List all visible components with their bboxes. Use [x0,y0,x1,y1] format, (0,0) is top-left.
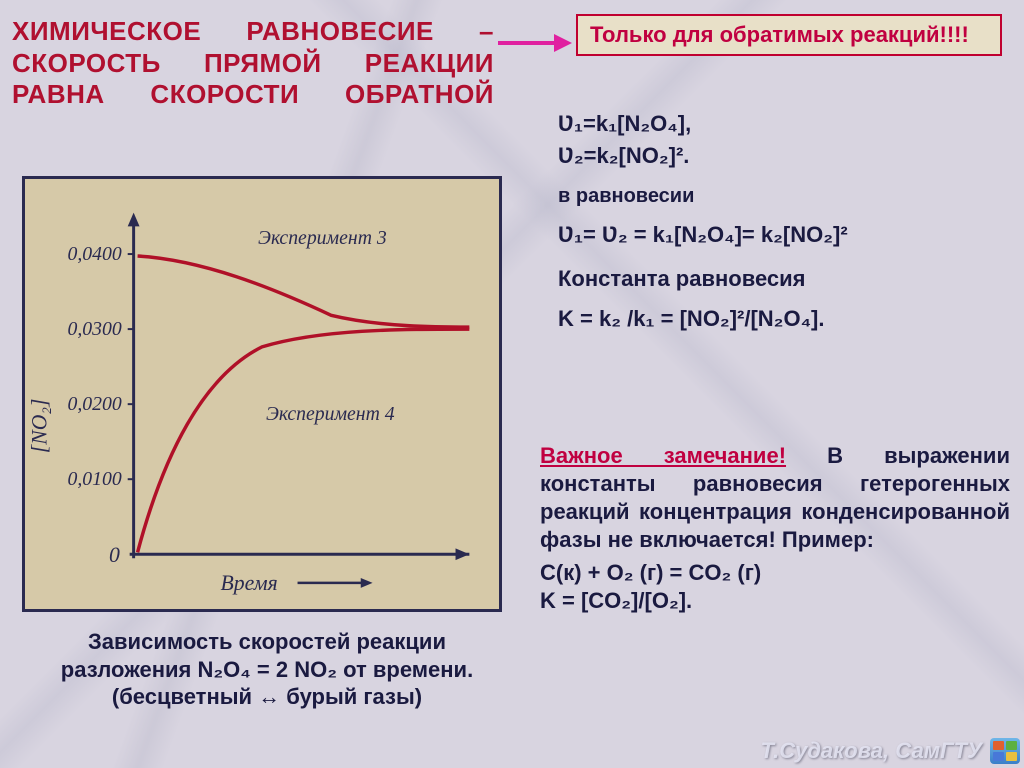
note-block: Важное замечание! В выражении константы … [540,442,1010,615]
caption-l3: (бесцветный ↔ бурый газы) [12,683,522,711]
note-example-2: K = [CO₂]/[O₂]. [540,587,1010,615]
note-example-1: C(к) + O₂ (г) = CO₂ (г) [540,559,1010,587]
svg-text:0,0300: 0,0300 [67,318,121,340]
svg-text:0,0100: 0,0100 [67,468,121,490]
chart: 0 0,0100 0,0200 0,0300 0,0400 [NO₂] Время Экспе… [22,176,502,612]
eq-v2: Ʋ₂=k₂[NO₂]². [558,140,1006,172]
page-title: ХИМИЧЕСКОЕ РАВНОВЕСИЕ – СКОРОСТЬ ПРЯМОЙ … [12,16,494,111]
note-title: Важное замечание! [540,443,786,468]
eq-k: K = k₂ /k₁ = [NO₂]²/[N₂O₄]. [558,303,1006,335]
svg-text:Время: Время [221,571,278,595]
chart-caption: Зависимость скоростей реакции разложения… [12,628,522,711]
callout-box: Только для обратимых реакций!!!! [576,14,1002,56]
svg-text:Эксперимент 4: Эксперимент 4 [266,403,395,425]
equations-block: Ʋ₁=k₁[N₂O₄], Ʋ₂=k₂[NO₂]². в равновесии Ʋ… [558,108,1006,334]
eq-equil-label: в равновесии [558,182,1006,211]
eq-v1: Ʋ₁=k₁[N₂O₄], [558,108,1006,140]
watermark: Т.Судакова, СамГТУ [760,738,982,764]
svg-text:[NO₂]: [NO₂] [28,399,52,454]
svg-text:Эксперимент 3: Эксперимент 3 [258,227,387,249]
svg-text:0,0400: 0,0400 [67,243,121,265]
eq-k-label: Константа равновесия [558,263,1006,295]
eq-equil: Ʋ₁= Ʋ₂ = k₁[N₂O₄]= k₂[NO₂]² [558,219,1006,251]
windows-start-icon[interactable] [990,738,1020,764]
caption-l1: Зависимость скоростей реакции [12,628,522,656]
svg-text:0,0200: 0,0200 [67,393,121,415]
arrow-icon [498,34,572,52]
svg-text:0: 0 [109,543,120,567]
caption-l2: разложения N₂O₄ = 2 NO₂ от времени. [12,656,522,684]
